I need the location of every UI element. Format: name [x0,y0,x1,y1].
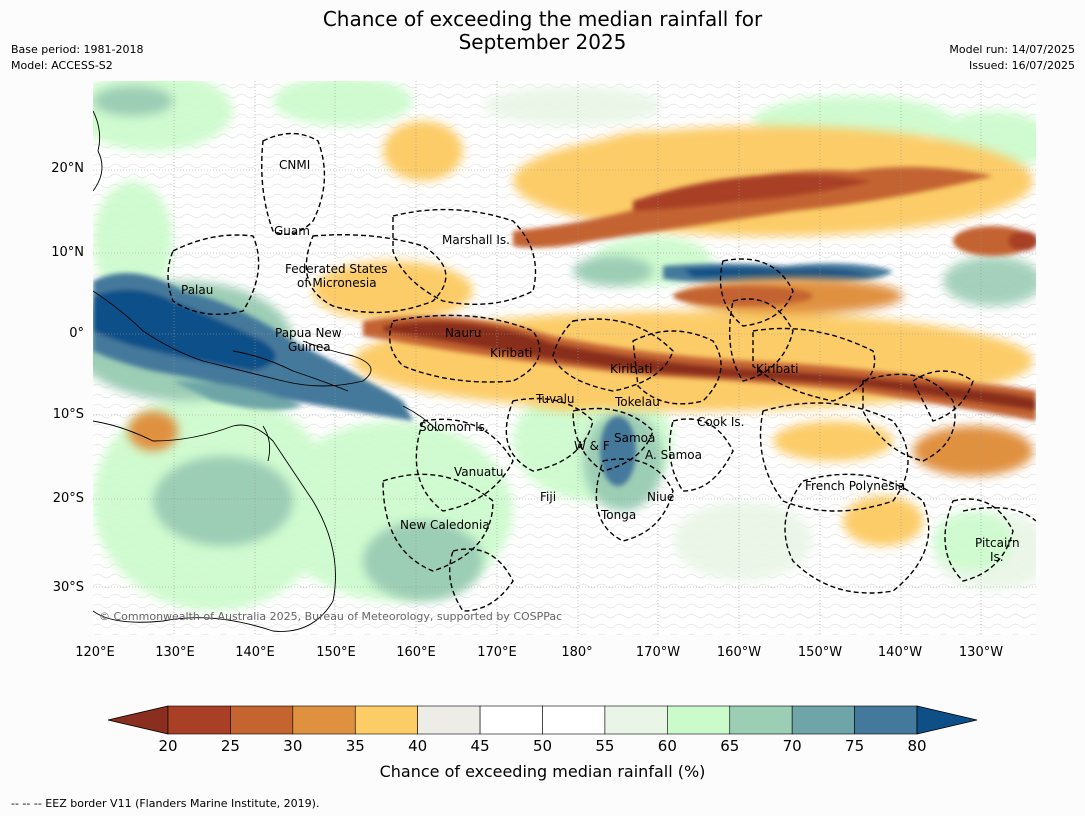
label-tokelau: Tokelau [615,395,660,409]
colorbar-bin [167,705,231,735]
lat-label-20n: 20°N [51,161,84,176]
colorbar-bin [542,705,606,735]
base-period: Base period: 1981-2018 [11,43,144,56]
graticule [93,81,1036,635]
lon-label-180: 180° [561,645,593,660]
lat-label-10s: 10°S [52,407,84,422]
label-pitcairn-line2: Is. [990,550,1004,564]
label-fsm-line1: Federated States [285,262,388,276]
label-kiribati-west: Kiribati [490,346,533,360]
chart-title: Chance of exceeding the median rainfall … [0,8,1085,54]
label-french-polynesia: French Polynesia [805,479,906,493]
colorbar-tick-label: 45 [470,737,490,755]
label-guam: Guam [274,224,310,238]
map-canvas [93,81,1036,635]
coastlines [93,110,439,632]
lon-label-130e: 130°E [155,645,195,660]
label-niue: Niue [647,490,675,504]
label-palau: Palau [181,283,214,297]
colorbar-tick-label: 70 [782,737,802,755]
colorbar-tick-label: 55 [595,737,615,755]
colorbar-tick-label: 65 [720,737,740,755]
label-marshall-is: Marshall Is. [442,233,510,247]
colorbar-tick-label: 20 [158,737,178,755]
meta-right: Model run: 14/07/2025 Issued: 16/07/2025 [949,42,1075,74]
colorbar-tick-label: 35 [345,737,365,755]
colorbar-under-arrow [107,705,169,735]
colorbar-tick-label: 40 [408,737,428,755]
label-fsm-line2: of Micronesia [297,276,377,290]
lat-label-20s: 20°S [52,491,84,506]
colorbar-tick-label: 60 [657,737,677,755]
lon-label-150e: 150°E [316,645,356,660]
colorbar-tick-label: 30 [283,737,303,755]
title-line-1: Chance of exceeding the median rainfall … [322,7,763,31]
rainfall-map [93,81,1036,635]
colorbar-bin [354,705,418,735]
colorbar [107,705,978,735]
lon-label-150w: 150°W [797,645,843,660]
colorbar-tick-label: 75 [845,737,865,755]
colorbar-bin [729,705,793,735]
label-png-line1: Papua New [275,326,342,340]
label-tonga: Tonga [601,508,637,522]
colorbar-bin [479,705,543,735]
eez-borders [167,132,1036,612]
label-new-caledonia: New Caledonia [400,518,490,532]
lat-label-30s: 30°S [52,580,84,595]
lat-label-10n: 10°N [51,245,84,260]
model-name: Model: ACCESS-S2 [11,59,113,72]
lat-label-0: 0° [69,326,84,341]
lon-label-160e: 160°E [396,645,436,660]
colorbar-tick-label: 25 [220,737,240,755]
blue-regions [93,263,893,486]
label-solomon-is: Solomon Is. [419,420,489,434]
meta-left: Base period: 1981-2018 Model: ACCESS-S2 [11,42,143,74]
colorbar-bin [854,705,918,735]
label-wallis-futuna: W & F [574,439,610,453]
label-cnmi: CNMI [279,158,311,172]
colorbar-bin [604,705,668,735]
brown-regions [363,167,1036,421]
label-pitcairn-line1: Pitcairn [975,536,1020,550]
label-nauru: Nauru [445,326,482,340]
colorbar-label: Chance of exceeding median rainfall (%) [379,762,706,781]
lon-label-170e: 170°E [477,645,517,660]
lon-label-140w: 140°W [877,645,923,660]
colorbar-bin [230,705,294,735]
footnote: -- -- -- EEZ border V11 (Flanders Marine… [11,797,320,810]
copyright-notice: © Commonwealth of Australia 2025, Bureau… [99,610,563,623]
label-kiribati-east: Kiribati [756,362,799,376]
label-american-samoa: A. Samoa [645,448,702,462]
label-fiji: Fiji [540,490,557,504]
colorbar-tick-label: 80 [907,737,927,755]
label-cook-is: Cook Is. [697,415,745,429]
lon-label-120e: 120°E [75,645,115,660]
label-kiribati-central: Kiribati [610,362,653,376]
lon-label-130w: 130°W [958,645,1004,660]
label-samoa: Samoa [614,431,656,445]
colorbar-bin [417,705,481,735]
colorbar-over-arrow [916,705,978,735]
model-run: Model run: 14/07/2025 [949,43,1075,56]
label-vanuatu: Vanuatu [454,465,504,479]
label-tuvalu: Tuvalu [536,392,575,406]
colorbar-bin [791,705,855,735]
lon-label-160w: 160°W [716,645,762,660]
colorbar-bin [667,705,731,735]
lon-label-170w: 170°W [635,645,681,660]
issued-date: Issued: 16/07/2025 [968,59,1075,72]
colorbar-bin [292,705,356,735]
colorbar-tick-label: 50 [532,737,553,755]
title-line-2: September 2025 [458,30,627,54]
label-png-line2: Guinea [288,340,331,354]
lon-label-140e: 140°E [235,645,275,660]
